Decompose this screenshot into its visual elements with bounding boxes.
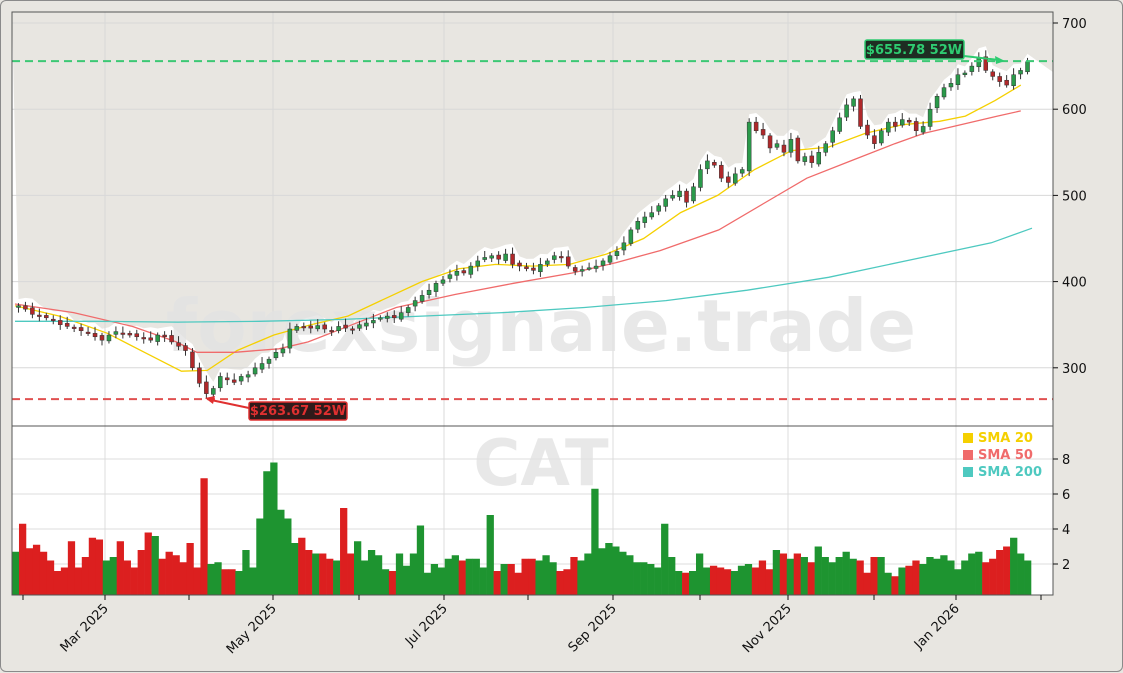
volume-axes-frame	[11, 425, 1054, 596]
date-tick-label: May 2025	[224, 601, 280, 657]
arrow-head-icon	[205, 396, 215, 404]
price-tick-label: 500	[1062, 189, 1087, 204]
price-area-shade	[12, 12, 1053, 382]
ticker-watermark: CAT	[473, 427, 609, 501]
date-axis: Mar 2025 May 2025 Jul 2025 Sep 2025 Nov 2025…	[22, 595, 1042, 657]
date-tick-label: Jul 2025	[402, 601, 451, 650]
legend-label-sma200: SMA 200	[978, 465, 1042, 480]
date-tick-label: Jan 2026	[911, 601, 963, 653]
price-tick-label: 300	[1062, 362, 1087, 377]
legend: SMA 20 SMA 50 SMA 200	[963, 431, 1042, 480]
volume-tick-label: 6	[1062, 488, 1070, 503]
legend-swatch-sma50	[963, 450, 973, 460]
price-axis: 300 400 500 600 700	[1053, 17, 1087, 377]
date-tick-label: Mar 2025	[58, 601, 112, 655]
volume-tick-label: 2	[1062, 558, 1070, 573]
legend-label-sma50: SMA 50	[978, 448, 1033, 463]
watermark-text: forexsignale.trade	[166, 284, 916, 368]
price-tick-label: 400	[1062, 276, 1087, 291]
volume-tick-label: 4	[1062, 523, 1070, 538]
date-tick-label: Nov 2025	[740, 601, 795, 656]
volume-bars	[12, 462, 1032, 595]
legend-swatch-sma200	[963, 467, 973, 477]
candlesticks	[16, 50, 1030, 399]
high-arrow	[963, 55, 1000, 61]
volume-tick-label: 8	[1062, 453, 1070, 468]
low-arrow	[210, 399, 250, 409]
high-52w-badge: $655.78 52W	[864, 39, 1005, 64]
arrow-head-icon	[995, 56, 1005, 64]
price-tick-label: 600	[1062, 103, 1087, 118]
legend-label-sma20: SMA 20	[978, 431, 1033, 446]
price-gridlines	[12, 12, 1053, 426]
price-tick-label: 700	[1062, 17, 1087, 32]
legend-swatch-sma20	[963, 433, 973, 443]
low-52w-label: $263.67 52W	[250, 404, 346, 419]
low-52w-badge: $263.67 52W	[205, 396, 348, 421]
volume-axis: 2 4 6 8	[1053, 453, 1070, 573]
high-52w-label: $655.78 52W	[866, 43, 962, 58]
date-tick-label: Sep 2025	[566, 601, 620, 655]
